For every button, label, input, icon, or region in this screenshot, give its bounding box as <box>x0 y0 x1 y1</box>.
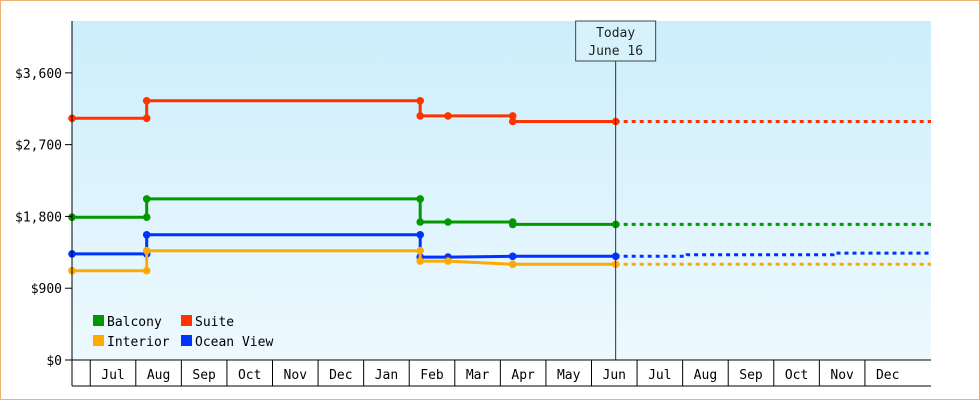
data-point-balcony <box>142 213 151 221</box>
x-tick-label: Dec <box>329 368 352 383</box>
today-date: June 16 <box>588 44 643 59</box>
y-tick-label: $900 <box>31 282 62 297</box>
data-point-interior <box>142 266 151 275</box>
series-projection-ocean-view <box>615 251 931 258</box>
x-tick-label: Apr <box>511 368 535 383</box>
x-tick-label: Sep <box>739 368 763 383</box>
x-tick-label: Aug <box>694 368 717 383</box>
data-point-suite <box>508 112 517 120</box>
x-tick-label: Feb <box>420 368 444 383</box>
data-point-suite <box>142 97 151 105</box>
data-point-balcony <box>416 218 425 226</box>
x-tick-label: Nov <box>284 368 308 383</box>
x-tick-label: Jul <box>101 368 124 383</box>
legend-swatch-suite <box>181 315 192 326</box>
data-point-suite <box>508 117 517 126</box>
data-point-interior <box>142 246 151 255</box>
series-layer <box>68 97 931 275</box>
y-tick-label: $1,800 <box>15 210 62 225</box>
data-point-interior <box>416 257 425 265</box>
data-point-balcony <box>142 195 151 203</box>
axes: $0 $900 $1,800 $2,700 $3,600 Jul Aug Sep Oct Nov D… <box>15 21 931 387</box>
legend-label-ocean-view: Ocean View <box>195 335 273 350</box>
data-point-suite <box>142 114 151 123</box>
x-tick-label: Aug <box>147 368 170 383</box>
data-point-ocean-view <box>508 252 517 261</box>
data-point-balcony <box>444 218 452 226</box>
data-point-balcony <box>416 195 425 203</box>
data-point-interior <box>508 260 517 269</box>
legend-label-balcony: Balcony <box>107 315 162 330</box>
x-tick-label: May <box>557 368 581 383</box>
y-tick-label: $2,700 <box>15 139 62 154</box>
y-tick-label: $3,600 <box>15 67 62 82</box>
x-tick-label: Nov <box>830 368 854 383</box>
data-point-suite <box>416 97 425 105</box>
today-label: Today <box>596 26 635 41</box>
data-point-interior <box>416 246 425 255</box>
x-tick-label: Oct <box>238 368 261 383</box>
x-tick-label: Dec <box>876 368 899 383</box>
x-tick-label: Jan <box>375 368 398 383</box>
today-box <box>575 20 657 62</box>
legend-swatch-interior <box>93 335 104 346</box>
legend-swatch-ocean-view <box>181 335 192 346</box>
x-tick-label: Jun <box>603 368 626 383</box>
data-point-balcony <box>508 220 517 229</box>
x-tick-label: Sep <box>192 368 216 383</box>
data-point-ocean-view <box>142 231 151 239</box>
legend: Balcony Suite Interior Ocean View <box>93 315 273 350</box>
data-point-interior <box>444 257 452 265</box>
legend-label-interior: Interior <box>107 335 170 350</box>
x-tick-label: Oct <box>785 368 808 383</box>
data-point-suite <box>416 112 425 120</box>
legend-label-suite: Suite <box>195 315 234 330</box>
data-point-ocean-view <box>416 231 425 239</box>
today-marker: Today June 16 <box>575 20 657 360</box>
plot-background <box>72 21 931 360</box>
x-tick-label: Mar <box>466 368 490 383</box>
legend-swatch-balcony <box>93 315 104 326</box>
x-tick-label: Jul <box>648 368 671 383</box>
data-point-suite <box>444 112 452 120</box>
y-tick-label: $0 <box>46 354 62 369</box>
